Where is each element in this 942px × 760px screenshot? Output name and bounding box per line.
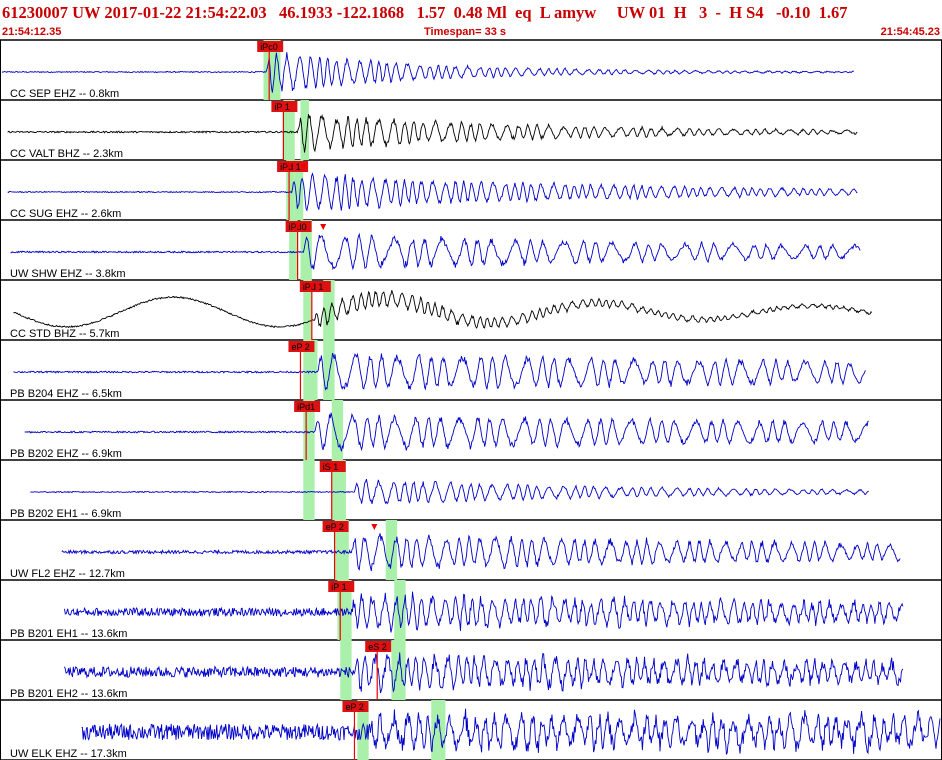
pick-label: eP 2 (326, 522, 344, 532)
station-label: CC SEP EHZ -- 0.8km (10, 88, 119, 100)
waveform-trace (1, 52, 854, 93)
pick-marker (371, 524, 378, 530)
pick-label-box[interactable] (288, 341, 315, 352)
phase-window (394, 580, 406, 640)
waveform-trace (24, 412, 869, 452)
trace-row[interactable]: iPd0UW SHW EHZ -- 3.8km (10, 220, 861, 280)
pick-marker (328, 463, 335, 469)
phase-window (303, 340, 318, 400)
station-label: CC VALT BHZ -- 2.3km (10, 148, 123, 160)
pick-label: iPc0 (260, 42, 278, 52)
pick-label: eP 2 (291, 342, 309, 352)
pick-label: iP 1 (274, 102, 289, 112)
phase-window (385, 520, 398, 580)
pick-marker (294, 223, 301, 229)
waveform-trace (30, 478, 869, 505)
trace-row[interactable]: eP 2 PB B204 EHZ -- 6.5km (10, 340, 866, 400)
phase-window (323, 280, 335, 340)
pick-label: eP 2 (345, 702, 363, 712)
waveform-trace (64, 652, 904, 694)
station-label: CC STD BHZ -- 5.7km (10, 328, 119, 340)
pick-marker (308, 283, 315, 289)
phase-window (334, 520, 349, 580)
pick-label-box[interactable] (294, 401, 321, 412)
phase-window (357, 700, 369, 760)
phase-window (289, 220, 298, 280)
station-label: PB B201 EH2 -- 13.6km (10, 688, 127, 700)
waveform-trace (10, 232, 861, 271)
trace-row[interactable]: eP 2 UW FL2 EHZ -- 12.7km (10, 520, 901, 580)
end-time: 21:54:45.23 (880, 26, 940, 38)
waveform-trace (64, 591, 904, 633)
trace-row[interactable]: iP 1 PB B201 EH1 -- 13.6km (10, 580, 904, 640)
phase-window (283, 100, 295, 160)
waveform-trace (61, 533, 901, 572)
phase-window (431, 700, 446, 760)
phase-window (303, 460, 315, 520)
waveform-trace (13, 290, 873, 329)
pick-marker (320, 224, 327, 230)
station-label: CC SUG EHZ -- 2.6km (10, 208, 121, 220)
station-label: UW ELK EHZ -- 17.3km (10, 748, 127, 760)
pick-marker (286, 163, 293, 169)
phase-window (294, 160, 304, 220)
trace-row[interactable]: eP 2 UW ELK EHZ -- 17.3km (10, 700, 941, 760)
phase-window (303, 400, 315, 460)
pick-label-box[interactable] (271, 101, 298, 112)
pick-label: eS 2 (368, 642, 387, 652)
pick-label-box[interactable] (342, 701, 369, 712)
pick-label: iPd1 (297, 402, 315, 412)
phase-window (323, 340, 335, 400)
pick-label: iPd 1 (303, 282, 324, 292)
pick-label-box[interactable] (257, 41, 284, 52)
waveform-trace (81, 708, 941, 755)
station-label: PB B201 EH1 -- 13.6km (10, 628, 127, 640)
trace-row[interactable]: eS 2 PB B201 EH2 -- 13.6km (10, 640, 904, 700)
phase-window (331, 460, 346, 520)
phase-window (286, 160, 295, 220)
pick-label: iS 1 (323, 462, 339, 472)
event-header: 61230007 UW 2017-01-22 21:54:22.03 46.19… (2, 3, 848, 22)
pick-label-box[interactable] (328, 581, 355, 592)
pick-marker (300, 164, 307, 170)
pick-label-box[interactable] (299, 281, 331, 292)
phase-window (300, 220, 312, 280)
waveform-trace (7, 172, 858, 212)
trace-row[interactable]: iS 1 PB B202 EH1 -- 6.9km (10, 460, 869, 520)
pick-label-box[interactable] (277, 161, 309, 172)
timespan-label: Timespan= 33 s (424, 26, 507, 38)
waveform-trace (7, 113, 858, 153)
trace-row[interactable]: iPc0 CC SEP EHZ -- 0.8km (1, 40, 854, 100)
station-label: UW SHW EHZ -- 3.8km (10, 268, 126, 280)
station-label: PB B202 EHZ -- 6.9km (10, 448, 122, 460)
pick-label: iP 1 (331, 582, 346, 592)
waveform-trace (13, 352, 866, 391)
trace-row[interactable]: iPd 1 CC SUG EHZ -- 2.6km (7, 160, 858, 220)
pick-label-box[interactable] (365, 641, 392, 652)
phase-window (300, 100, 309, 160)
trace-row[interactable]: iPd 1 CC STD BHZ -- 5.7km (10, 280, 873, 340)
station-label: PB B204 EHZ -- 6.5km (10, 388, 122, 400)
pick-label: iPd 1 (280, 162, 301, 172)
trace-row[interactable]: iP 1 CC VALT BHZ -- 2.3km (7, 100, 858, 160)
trace-row[interactable]: iPd1 PB B202 EHZ -- 6.9km (10, 400, 869, 460)
start-time: 21:54:12.35 (2, 26, 62, 38)
pick-label-box[interactable] (322, 521, 349, 532)
phase-window (303, 280, 312, 340)
station-label: UW FL2 EHZ -- 12.7km (10, 568, 125, 580)
phase-window (391, 640, 406, 700)
station-label: PB B202 EH1 -- 6.9km (10, 508, 121, 520)
phase-window (331, 400, 344, 460)
